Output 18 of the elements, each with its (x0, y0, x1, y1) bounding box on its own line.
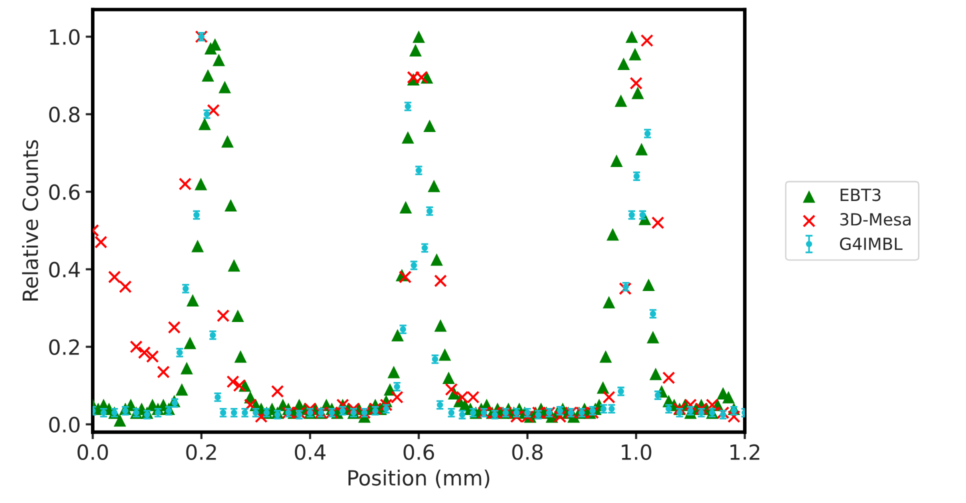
legend-label: 3D-Mesa (840, 213, 911, 226)
x-tick-label: 0.8 (512, 444, 543, 460)
y-axis-title: Relative Counts (22, 140, 38, 300)
legend-label: G4IMBL (840, 238, 902, 250)
y-tick-label: 0.2 (49, 339, 79, 356)
x-tick-label: 0.4 (294, 444, 326, 460)
y-tick-label: 0.4 (49, 262, 80, 278)
x-tick-label: 1.0 (622, 444, 652, 460)
x-tick-label: 1.2 (730, 444, 760, 460)
x-axis-title: Position (mm) (348, 470, 490, 488)
y-tick-label: 0.8 (49, 106, 80, 122)
y-tick-label: 0.6 (49, 184, 80, 200)
x-tick-label: 0.6 (404, 444, 434, 460)
legend-label: EBT3 (840, 188, 880, 202)
x-tick-label: 0.0 (78, 444, 108, 460)
y-tick-label: 1.0 (50, 29, 80, 45)
y-tick-label: 0.0 (49, 416, 80, 433)
x-tick-label: 0.2 (186, 444, 216, 460)
